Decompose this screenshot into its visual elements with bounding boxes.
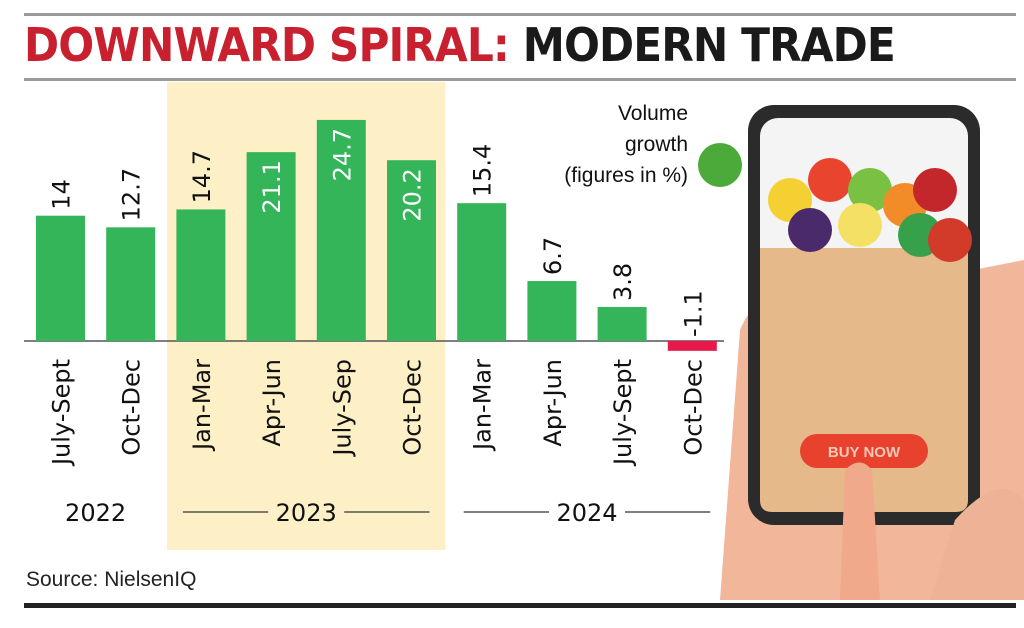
bar (457, 203, 507, 341)
value-label: 14.7 (188, 150, 216, 203)
value-label: 3.8 (609, 263, 637, 301)
bar (667, 341, 717, 351)
chart-title: DOWNWARD SPIRAL: MODERN TRADE (24, 18, 896, 72)
value-label: 20.2 (399, 168, 427, 221)
value-label: 21.1 (258, 160, 286, 213)
category-label: Jan-Mar (469, 359, 497, 452)
bar (36, 215, 85, 341)
value-label: 24.7 (328, 128, 356, 181)
value-label: 6.7 (539, 237, 567, 275)
category-label: July-Sep (328, 359, 356, 458)
bar (597, 306, 647, 341)
value-label: 12.7 (118, 168, 146, 221)
category-label: July-Sept (609, 359, 637, 467)
year-label: 2023 (276, 499, 337, 527)
category-label: Apr-Jun (258, 359, 286, 446)
value-label: 15.4 (469, 144, 497, 197)
category-label: Oct-Dec (118, 359, 146, 456)
buy-now-button-text: BUY NOW (828, 444, 901, 461)
title-rest: MODERN TRADE (508, 18, 896, 72)
bar (246, 152, 296, 341)
legend-note: Volume growth (figures in %) (520, 98, 688, 191)
legend-line: (figures in %) (564, 164, 688, 187)
title-highlight: DOWNWARD SPIRAL: (24, 18, 510, 72)
bar (527, 281, 577, 341)
category-label: July-Sept (48, 359, 76, 467)
category-label: Oct-Dec (679, 359, 707, 456)
bar (387, 160, 436, 341)
year-label: 2024 (556, 499, 617, 527)
category-label: Jan-Mar (188, 359, 216, 452)
bottom-rule (24, 603, 1016, 608)
top-rule (24, 13, 1016, 16)
legend-line: Volume (617, 102, 688, 125)
legend-line: growth (624, 133, 688, 156)
value-label: 14 (48, 179, 76, 210)
bar (176, 209, 226, 341)
phone-shopping-bag-illustration: BUY NOW (698, 105, 1024, 600)
source-note: Source: NielsenIQ (26, 568, 197, 591)
category-label: Apr-Jun (539, 359, 567, 446)
title-rule (24, 78, 1016, 81)
bar (316, 119, 366, 341)
value-label: -1.1 (679, 290, 707, 337)
bar (106, 227, 156, 341)
category-label: Oct-Dec (399, 359, 427, 456)
year-label: 2022 (65, 499, 126, 527)
